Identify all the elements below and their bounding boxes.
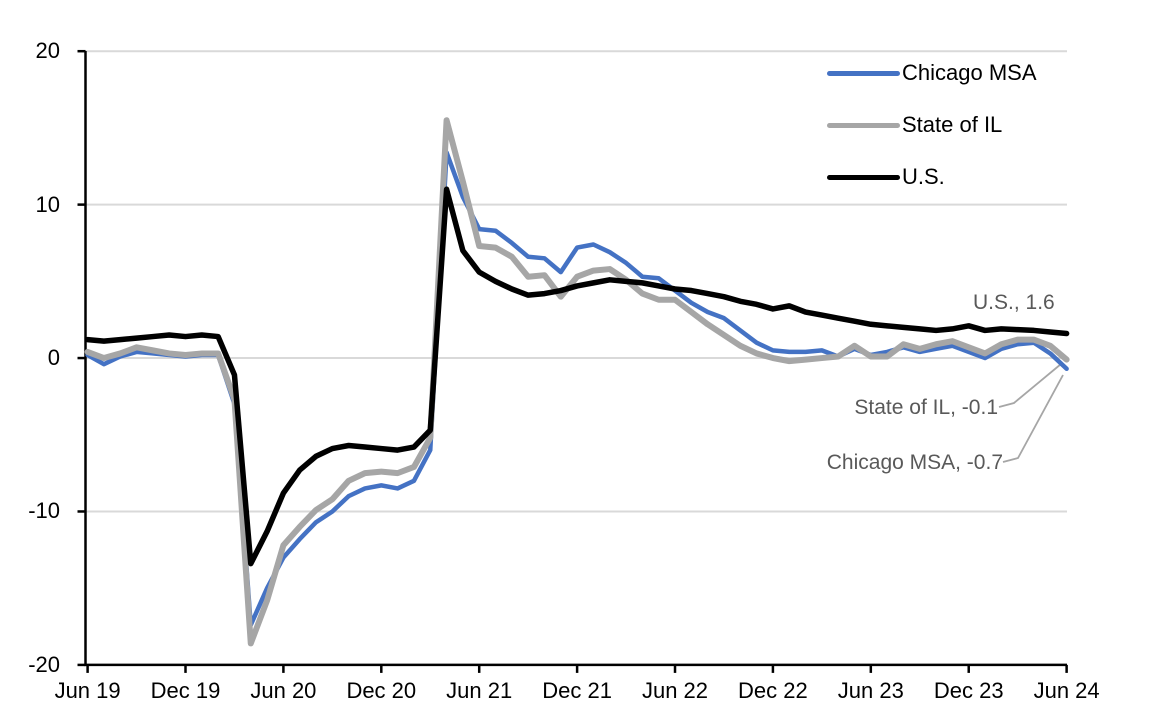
legend-swatch-us bbox=[827, 174, 900, 180]
annotation-leader-line bbox=[998, 363, 1062, 408]
x-axis-label: Dec 23 bbox=[933, 678, 1004, 703]
annotation-leader-line bbox=[1002, 374, 1064, 463]
y-axis-label: 10 bbox=[35, 191, 60, 217]
x-axis-label: Dec 20 bbox=[346, 678, 417, 703]
end-label-chicago-msa: Chicago MSA, -0.7 bbox=[826, 451, 1003, 474]
legend-item-state-of-il: State of IL bbox=[827, 111, 1037, 139]
legend-label: U.S. bbox=[902, 164, 945, 189]
x-axis-label: Dec 19 bbox=[150, 678, 221, 703]
x-axis-label: Jun 20 bbox=[250, 678, 317, 703]
x-axis-label: Jun 21 bbox=[446, 678, 513, 703]
y-axis-label: -20 bbox=[28, 651, 60, 677]
legend-item-chicago-msa: Chicago MSA bbox=[827, 59, 1037, 87]
x-axis-label: Dec 22 bbox=[738, 678, 808, 703]
x-axis-label: Jun 19 bbox=[54, 678, 121, 703]
chart-legend: Chicago MSA State of IL U.S. bbox=[827, 59, 1037, 191]
chart-line-state-of-il bbox=[84, 117, 1070, 647]
legend-swatch-chicago-msa bbox=[827, 70, 900, 76]
x-axis-label: Jun 23 bbox=[837, 678, 904, 703]
chart-line-u-s bbox=[84, 186, 1070, 567]
y-axis-label: 0 bbox=[47, 345, 60, 371]
legend-label: Chicago MSA bbox=[902, 60, 1037, 85]
x-axis-label: Jun 24 bbox=[1033, 678, 1100, 703]
y-axis-label: 20 bbox=[35, 38, 60, 64]
legend-item-us: U.S. bbox=[827, 163, 1037, 191]
x-axis-label: Jun 22 bbox=[641, 678, 709, 703]
legend-label: State of IL bbox=[902, 112, 1003, 137]
end-label-state-of-il: State of IL, -0.1 bbox=[854, 396, 998, 419]
x-axis-label: Dec 21 bbox=[542, 678, 612, 703]
end-label-us: U.S., 1.6 bbox=[973, 291, 1055, 314]
legend-swatch-state-of-il bbox=[827, 122, 900, 128]
y-axis-label: -10 bbox=[28, 498, 60, 524]
